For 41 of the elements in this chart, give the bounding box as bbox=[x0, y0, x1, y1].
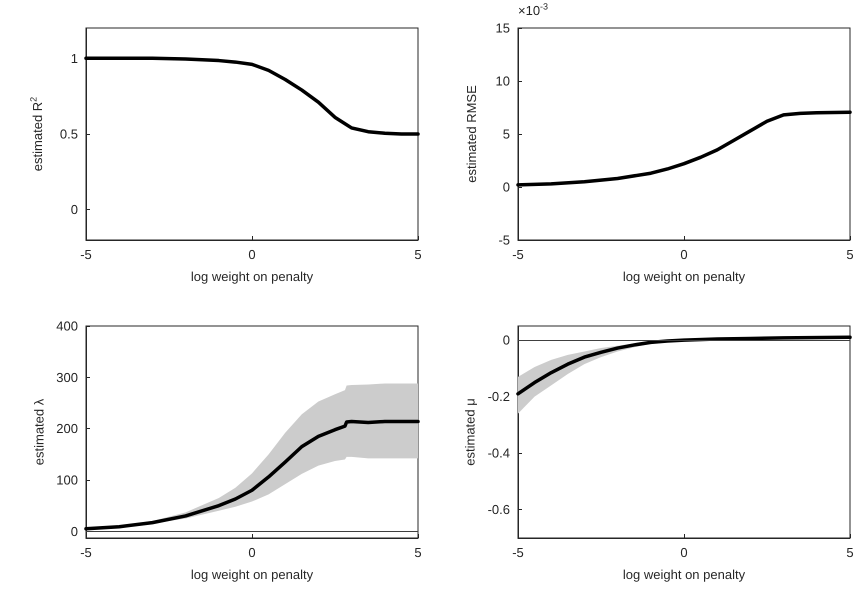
x-tick-label: 0 bbox=[680, 247, 688, 262]
y-tick-label: -0.2 bbox=[488, 389, 510, 404]
line-series bbox=[84, 420, 420, 531]
y-tick-label: -0.6 bbox=[488, 502, 510, 518]
y-axis-title: estimated R2 bbox=[28, 96, 45, 172]
x-tick-label: 0 bbox=[248, 545, 256, 560]
y-tick-label: 0 bbox=[70, 524, 78, 539]
y-tick-label: 0 bbox=[502, 332, 510, 348]
y-tick-label: 5 bbox=[502, 126, 510, 142]
x-tick-label: -5 bbox=[512, 545, 524, 560]
line-series bbox=[84, 56, 420, 136]
y-tick-label: 200 bbox=[56, 421, 78, 436]
y-tick-label: 1 bbox=[70, 50, 78, 66]
y-tick-label: 0.5 bbox=[60, 126, 78, 142]
y-axis-title: estimated RMSE bbox=[464, 84, 479, 183]
line-series bbox=[516, 110, 852, 187]
x-tick-label: 5 bbox=[414, 247, 422, 262]
x-axis-title: log weight on penalty bbox=[190, 269, 314, 284]
x-tick-label: -5 bbox=[80, 545, 92, 560]
x-tick-label: 0 bbox=[248, 247, 256, 262]
y-tick-label: 10 bbox=[496, 74, 510, 88]
x-tick-label: 5 bbox=[846, 545, 854, 560]
line-series bbox=[516, 336, 852, 396]
x-tick-label: -5 bbox=[80, 247, 92, 262]
x-tick-label: 0 bbox=[680, 545, 688, 560]
y-axis-title: estimated λ bbox=[31, 398, 46, 466]
y-tick-label: 0 bbox=[70, 202, 78, 218]
y-tick-label: 400 bbox=[56, 318, 78, 334]
x-axis-title: log weight on penalty bbox=[622, 269, 746, 284]
x-tick-label: -5 bbox=[512, 247, 524, 262]
y-tick-label: 300 bbox=[56, 370, 78, 385]
y-tick-label: 0 bbox=[502, 180, 510, 194]
x-axis-title: log weight on penalty bbox=[622, 567, 746, 582]
x-tick-label: 5 bbox=[414, 545, 422, 560]
y-tick-label: -0.4 bbox=[488, 446, 510, 461]
x-tick-label: 5 bbox=[846, 247, 854, 262]
x-axis-title: log weight on penalty bbox=[190, 567, 314, 582]
y-tick-label: 15 bbox=[496, 20, 510, 36]
y-axis-title: estimated μ bbox=[462, 398, 478, 466]
y-tick-label: -5 bbox=[498, 232, 510, 248]
y-tick-label: 100 bbox=[56, 472, 78, 488]
